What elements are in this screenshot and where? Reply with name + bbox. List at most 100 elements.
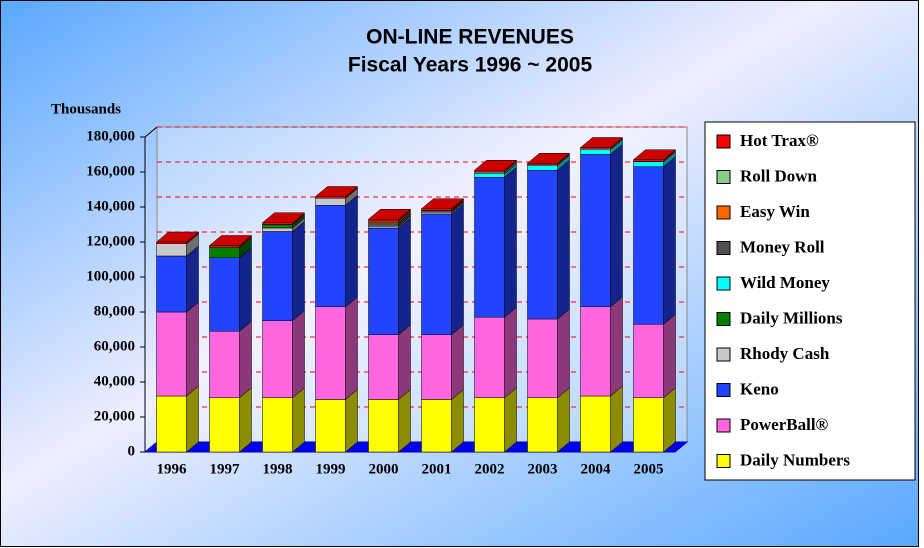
bar-side [451,324,464,401]
bar-segment [633,324,664,398]
bar-side [663,387,676,453]
bar-side [557,387,570,453]
bar-segment [368,219,399,222]
bar-side [292,220,305,322]
bar-side [239,387,252,453]
bar-segment [262,397,293,453]
bar-segment [368,220,399,223]
legend-label: Daily Millions [740,308,843,327]
bar-segment [474,317,505,398]
bar-segment [156,311,187,397]
legend-swatch [716,205,731,220]
bar-segment [368,226,399,229]
bar-side [398,324,411,401]
legend-swatch [716,241,731,255]
bar-side [345,388,358,453]
bar-segment [527,318,558,398]
bar-side [610,385,623,453]
legend-box [704,121,916,481]
x-tick-label: 1997 [210,461,241,477]
bar-side [292,310,305,399]
chart-subtitle: Fiscal Years 1996 ~ 2005 [348,54,593,77]
y-tick-label: 160,000 [86,163,135,179]
legend-label: Daily Numbers [740,450,850,469]
y-tick-label: 120,000 [86,233,135,249]
bar-segment [368,222,399,227]
bar-segment [474,170,505,173]
bar-segment [421,212,452,215]
bar-segment [368,334,399,400]
bar-side [345,296,358,401]
bar-side [451,388,464,453]
bar-segment [527,397,558,453]
bar-segment [209,247,240,258]
chart-title: ON-LINE REVENUES [366,26,574,49]
bar-side [610,296,623,397]
y-tick-label: 180,000 [86,128,135,144]
bar-segment [580,147,611,150]
bar-side [239,247,252,332]
x-tick-label: 2001 [422,461,452,477]
bar-segment [315,399,346,453]
bar-side [504,166,517,318]
bar-segment [474,397,505,453]
bar-segment [633,159,664,162]
bar-side [504,387,517,453]
bar-side [451,203,464,336]
bar-segment [315,198,346,206]
y-tick-label: 0 [128,443,136,459]
bar-segment [421,208,452,211]
bar-segment [315,196,346,199]
bar-side [557,159,570,320]
bar-segment [262,222,293,225]
bar-side [557,308,570,399]
legend-label: Keno [740,379,779,398]
legend-label: Money Roll [740,237,825,256]
bar-segment [315,205,346,307]
y-tick-label: 40,000 [94,373,135,389]
bar-side [292,387,305,453]
bar-segment [580,395,611,453]
legend-swatch [716,347,731,362]
x-tick-label: 2004 [581,461,612,477]
legend-swatch [716,134,731,149]
bar-segment [368,399,399,453]
bar-side [398,388,411,453]
x-tick-label: 2002 [475,461,505,477]
legend-label: Roll Down [740,166,818,185]
y-tick-label: 60,000 [94,338,135,354]
bar-segment [474,173,505,178]
bar-segment [209,257,240,332]
bar-segment [633,397,664,453]
legend-label: Rhody Cash [740,344,830,363]
bar-segment [421,213,452,335]
x-tick-label: 1999 [316,461,346,477]
bar-segment [421,399,452,453]
x-tick-label: 1998 [263,461,293,477]
bar-segment [156,255,187,313]
y-tick-label: 140,000 [86,198,135,214]
bar-segment [209,331,240,398]
bar-segment [633,166,664,325]
x-tick-label: 2003 [528,461,558,477]
y-axis-label: Thousands [51,101,121,117]
bar-side [504,306,517,399]
bar-segment [209,397,240,453]
legend-swatch [716,418,731,433]
x-tick-label: 1996 [157,461,188,477]
bar-segment [474,177,505,318]
bar-side [398,217,411,336]
bar-side [663,313,676,399]
bar-segment [209,245,240,248]
bar-segment [580,154,611,307]
legend-label: PowerBall® [740,415,829,434]
y-tick-label: 80,000 [94,303,135,319]
legend-label: Hot Trax® [740,131,819,150]
bar-segment [527,170,558,320]
bar-segment [421,210,452,213]
bar-segment [262,320,293,398]
legend-swatch [716,454,731,468]
legend-swatch [716,170,731,184]
bar-side [610,143,623,308]
